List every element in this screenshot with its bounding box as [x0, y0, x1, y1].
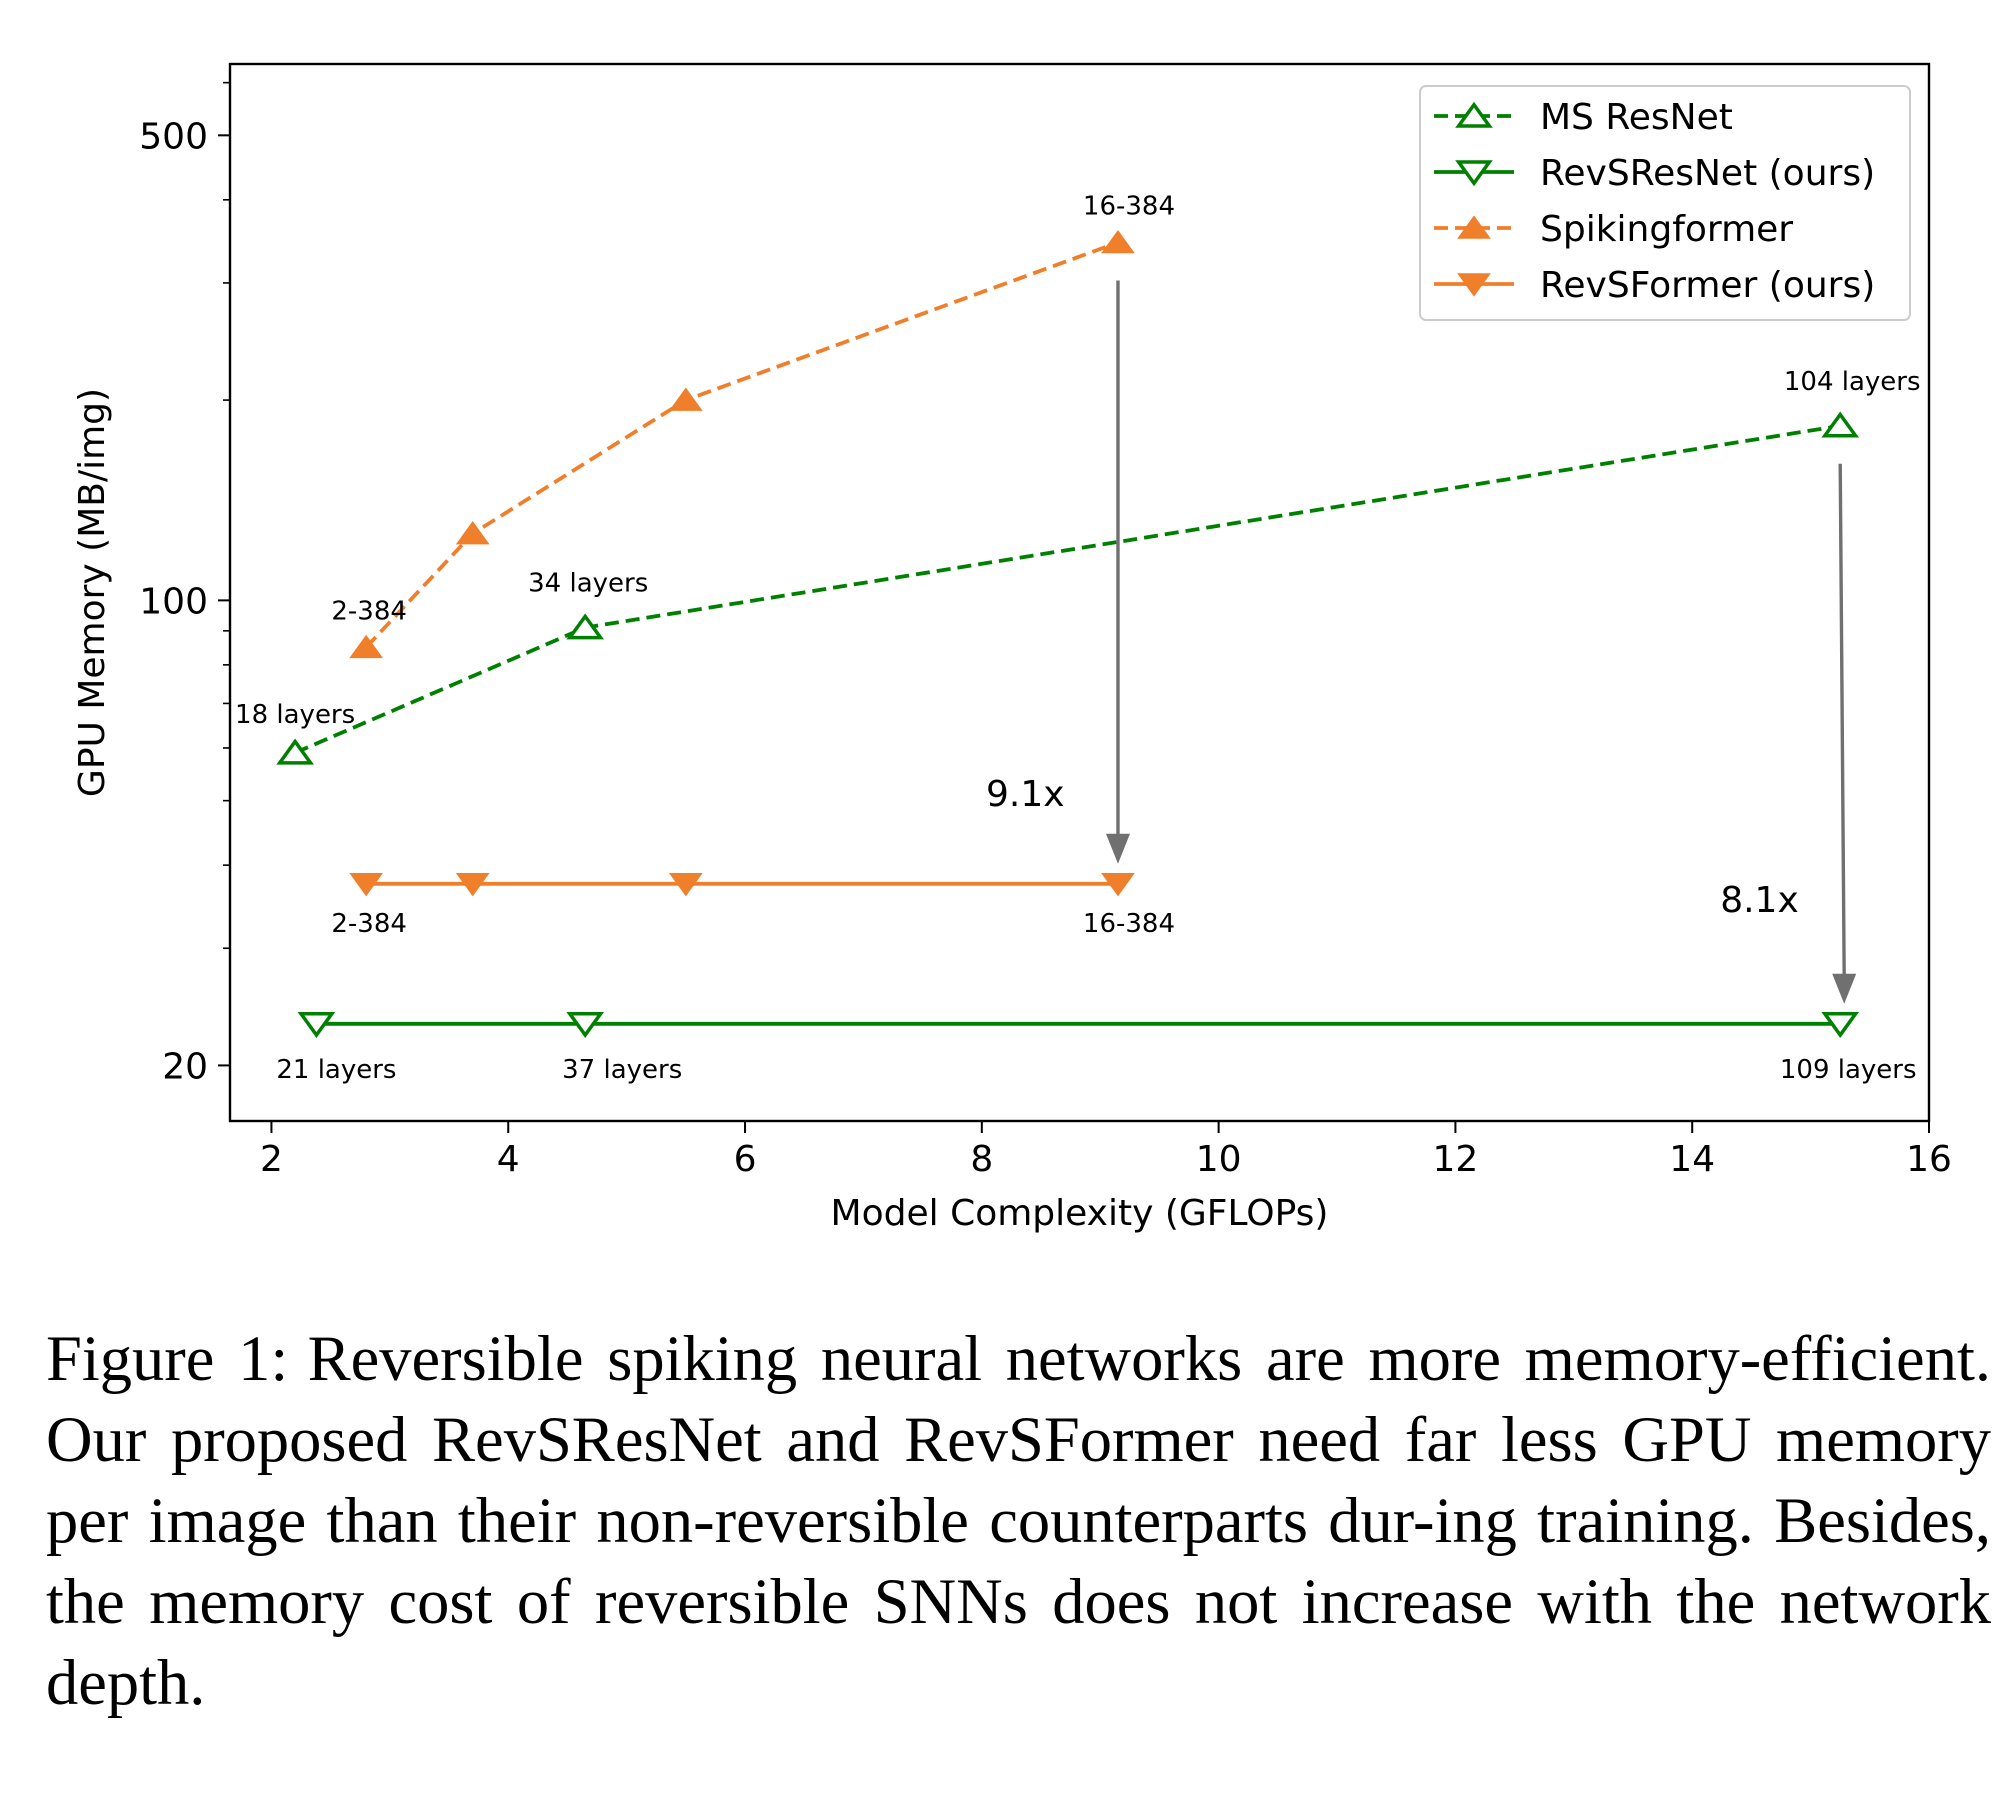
data-point-marker — [1101, 229, 1135, 254]
y-tick-label: 500 — [139, 116, 208, 157]
data-point-marker — [349, 634, 384, 659]
data-point-marker — [276, 738, 314, 765]
data-point-marker — [455, 873, 490, 897]
data-point-label: 18 layers — [235, 700, 355, 730]
series-line — [364, 240, 1119, 649]
data-point-label: 104 layers — [1784, 367, 1921, 397]
data-point-marker — [1101, 873, 1135, 897]
legend-entry: RevSResNet (ours) — [1434, 153, 1875, 194]
series-revsformer-ours: 2-384 16-384 — [331, 873, 1175, 939]
legend-label: RevSFormer (ours) — [1540, 265, 1875, 306]
x-tick-label: 2 — [260, 1139, 283, 1180]
y-axis-title: GPU Memory (MB/img) — [72, 388, 113, 797]
x-tick-label: 14 — [1669, 1139, 1715, 1180]
legend-marker — [1455, 160, 1493, 187]
data-point-marker — [668, 873, 703, 897]
series-revsresnet-ours: 21 layers 37 layers 109 layers — [276, 1012, 1917, 1085]
legend-entry: MS ResNet — [1434, 97, 1733, 138]
data-point-marker — [1821, 411, 1860, 438]
series-spikingformer: 2-384 16-384 — [331, 192, 1175, 659]
ratio-label: 8.1x — [1720, 880, 1799, 921]
data-point-marker — [455, 521, 490, 545]
ratio-arrow-head — [1832, 973, 1857, 1004]
data-point-label: 2-384 — [331, 909, 407, 939]
data-point-marker — [349, 873, 384, 897]
y-tick-label: 20 — [162, 1046, 208, 1087]
data-point-label: 21 layers — [276, 1055, 396, 1085]
data-point-label: 16-384 — [1083, 192, 1175, 222]
series-ms-resnet: 18 layers 34 layers 104 layers — [235, 367, 1921, 765]
legend-box — [1419, 85, 1911, 321]
ratio-arrow-head — [1105, 833, 1130, 864]
legend-label: Spikingformer — [1540, 209, 1793, 250]
x-tick-label: 6 — [734, 1139, 757, 1180]
data-point-marker — [668, 387, 703, 411]
ratio-arrow-shaft — [1838, 463, 1846, 978]
data-point-label: 2-384 — [331, 596, 407, 626]
data-point-label: 34 layers — [528, 569, 648, 599]
x-axis-title: Model Complexity (GFLOPs) — [831, 1193, 1329, 1234]
figure: 2 4 6 8 10 12 14 16 20 100 500 Model Complexity (GF… — [72, 62, 1952, 1234]
x-tick-label: 16 — [1906, 1139, 1952, 1180]
x-tick-label: 10 — [1196, 1139, 1242, 1180]
legend-marker — [1455, 101, 1493, 128]
data-point-marker — [1821, 1012, 1860, 1039]
data-point-label: 16-384 — [1083, 909, 1175, 939]
data-point-marker — [297, 1012, 336, 1039]
legend-label: RevSResNet (ours) — [1540, 153, 1875, 194]
data-point-label: 109 layers — [1780, 1055, 1917, 1085]
plot-frame — [228, 62, 1931, 1123]
data-point-label: 37 layers — [562, 1055, 682, 1085]
ratio-label: 9.1x — [986, 774, 1065, 815]
data-point-marker — [566, 1012, 605, 1039]
legend-entry: Spikingformer — [1434, 209, 1793, 250]
legend-label: MS ResNet — [1540, 97, 1733, 138]
legend-marker — [1457, 273, 1491, 297]
caption-label: Figure 1: — [46, 1323, 289, 1394]
chart-svg: 2 4 6 8 10 12 14 16 20 100 500 Model Complexity (GF… — [72, 62, 1952, 1234]
x-tick-label: 4 — [497, 1139, 520, 1180]
x-tick-label: 8 — [970, 1139, 993, 1180]
data-point-marker — [566, 613, 605, 640]
figure-caption: Figure 1: Reversible spiking neural netwo… — [46, 1318, 1991, 1723]
caption-text: Reversible spiking neural networks are m… — [46, 1323, 1991, 1718]
x-tick-label: 12 — [1433, 1139, 1479, 1180]
legend-marker — [1457, 215, 1491, 239]
series-line — [294, 423, 1841, 755]
legend-entry: RevSFormer (ours) — [1434, 265, 1875, 306]
y-tick-label: 100 — [139, 581, 208, 622]
